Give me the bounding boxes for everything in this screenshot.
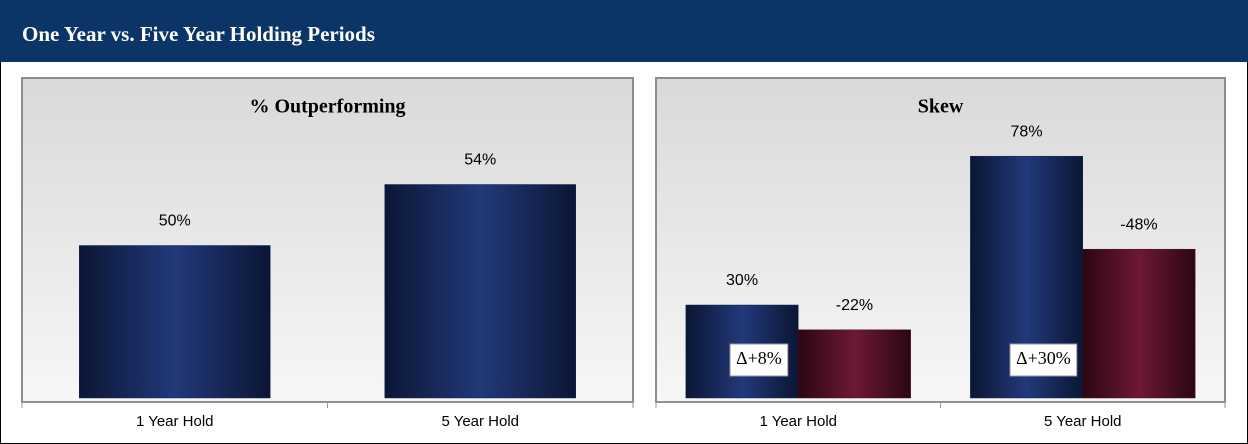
value-label: 50% (159, 213, 191, 230)
annotation-text: Δ+8% (736, 348, 782, 368)
annotation: Δ+8% (729, 343, 789, 377)
x-tick-label: 1 Year Hold (136, 413, 214, 430)
x-tick-label: 5 Year Hold (1044, 413, 1122, 430)
bar (1082, 248, 1196, 399)
bar (798, 329, 911, 399)
x-tick-label: 1 Year Hold (759, 413, 837, 430)
bar (79, 245, 271, 399)
value-label: 54% (464, 152, 496, 169)
chart-title: % Outperforming (249, 96, 405, 118)
value-label: 30% (726, 272, 758, 289)
value-label: -22% (836, 297, 873, 314)
bar (384, 184, 576, 399)
charts: % Outperforming 1 Year Hold 50% 5 Year Hold… (21, 77, 1226, 430)
header-title: One Year vs. Five Year Holding Periods (22, 22, 375, 46)
annotation: Δ+30% (1009, 343, 1078, 377)
value-label: 78% (1011, 123, 1043, 140)
x-tick-label: 5 Year Hold (441, 413, 519, 430)
annotation-box (729, 343, 789, 377)
annotation-box (1009, 343, 1078, 377)
annotation-text: Δ+30% (1016, 348, 1071, 368)
value-label: -48% (1120, 216, 1157, 233)
header-bar (0, 0, 1248, 62)
chart-title: Skew (918, 96, 964, 118)
